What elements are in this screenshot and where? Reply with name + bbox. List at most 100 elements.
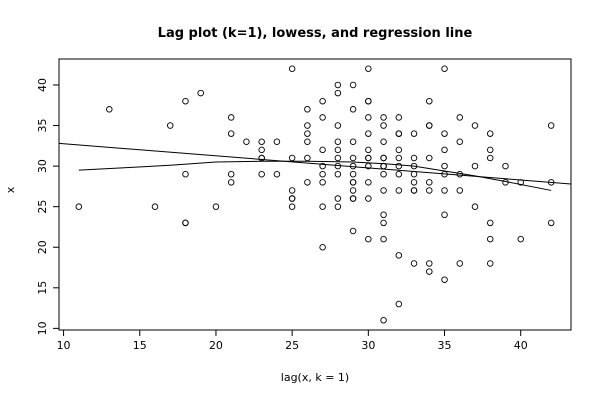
data-point [334, 89, 342, 97]
y-axis-label: x [4, 186, 17, 193]
chart-title: Lag plot (k=1), lowess, and regression l… [158, 26, 473, 41]
data-point [365, 235, 372, 243]
regression-line [58, 142, 572, 185]
data-point [486, 130, 494, 137]
data-point [410, 130, 418, 137]
data-point [502, 162, 509, 170]
data-point [365, 179, 372, 186]
data-point [151, 203, 159, 210]
data-point [349, 106, 357, 113]
data-point [334, 154, 342, 162]
data-point [395, 300, 403, 308]
data-point [456, 260, 464, 267]
data-point [441, 65, 448, 72]
data-point [227, 170, 235, 178]
data-point [486, 219, 494, 227]
data-point [319, 146, 326, 154]
data-point [365, 114, 372, 121]
data-point [304, 154, 311, 162]
data-point [349, 195, 357, 202]
data-point [182, 97, 189, 105]
data-point [258, 146, 265, 154]
data-point [258, 170, 265, 178]
data-point [349, 81, 357, 89]
data-point [426, 268, 433, 275]
data-point [319, 170, 326, 178]
data-point [410, 260, 418, 267]
data-point [334, 170, 342, 178]
y-tick-label: 10 [36, 321, 49, 335]
data-point [227, 130, 235, 137]
data-point [441, 146, 448, 154]
data-point [380, 219, 387, 227]
data-point [456, 114, 464, 121]
data-point [380, 138, 387, 146]
x-tick-label: 30 [361, 339, 375, 352]
data-point [380, 317, 387, 324]
data-point [334, 195, 342, 202]
data-point [304, 106, 311, 113]
data-point [319, 97, 326, 105]
x-tick-label: 15 [133, 339, 147, 352]
data-point [441, 187, 448, 194]
data-point [410, 187, 418, 194]
data-point [426, 260, 433, 267]
data-point [426, 187, 433, 194]
data-point [456, 187, 464, 194]
data-point [365, 97, 372, 105]
data-point [517, 235, 524, 243]
data-point [395, 252, 403, 259]
y-tick-label: 40 [36, 78, 49, 92]
data-point [380, 235, 387, 243]
data-point [349, 187, 357, 194]
data-point [441, 130, 448, 137]
data-point [486, 154, 494, 162]
data-point [365, 130, 372, 137]
data-point [426, 122, 433, 129]
data-point [486, 235, 494, 243]
data-point [319, 114, 326, 121]
data-point [365, 195, 372, 202]
data-point [304, 122, 311, 129]
data-point [288, 65, 296, 72]
data-point [486, 260, 494, 267]
data-point [365, 65, 372, 72]
data-point [334, 203, 342, 210]
data-point [395, 114, 403, 121]
data-point [486, 146, 494, 154]
data-point [395, 170, 403, 178]
data-point [288, 154, 296, 162]
data-point [547, 122, 555, 129]
data-point [471, 162, 479, 170]
data-point [426, 97, 433, 105]
data-point [75, 203, 83, 210]
data-point [227, 114, 235, 121]
data-point [212, 203, 220, 210]
x-axis-label: lag(x, k = 1) [281, 371, 349, 384]
data-point [334, 146, 342, 154]
data-point [273, 138, 281, 146]
data-point [471, 203, 479, 210]
data-point [304, 179, 311, 186]
data-point [243, 138, 250, 146]
data-point [441, 162, 448, 170]
data-point [395, 146, 403, 154]
data-point [456, 138, 464, 146]
y-tick-label: 25 [36, 200, 49, 214]
y-tick-label: 35 [36, 119, 49, 133]
data-point [288, 203, 296, 210]
data-point [410, 154, 418, 162]
data-point [334, 138, 342, 146]
data-point [380, 187, 387, 194]
data-point [441, 276, 448, 283]
data-point [197, 89, 204, 97]
data-point [182, 170, 189, 178]
data-point [258, 138, 265, 146]
data-point [349, 179, 357, 186]
data-point [410, 179, 418, 186]
data-point [319, 243, 326, 251]
data-point [349, 227, 357, 235]
data-point [304, 130, 311, 137]
data-point [380, 211, 387, 219]
data-point [319, 203, 326, 210]
